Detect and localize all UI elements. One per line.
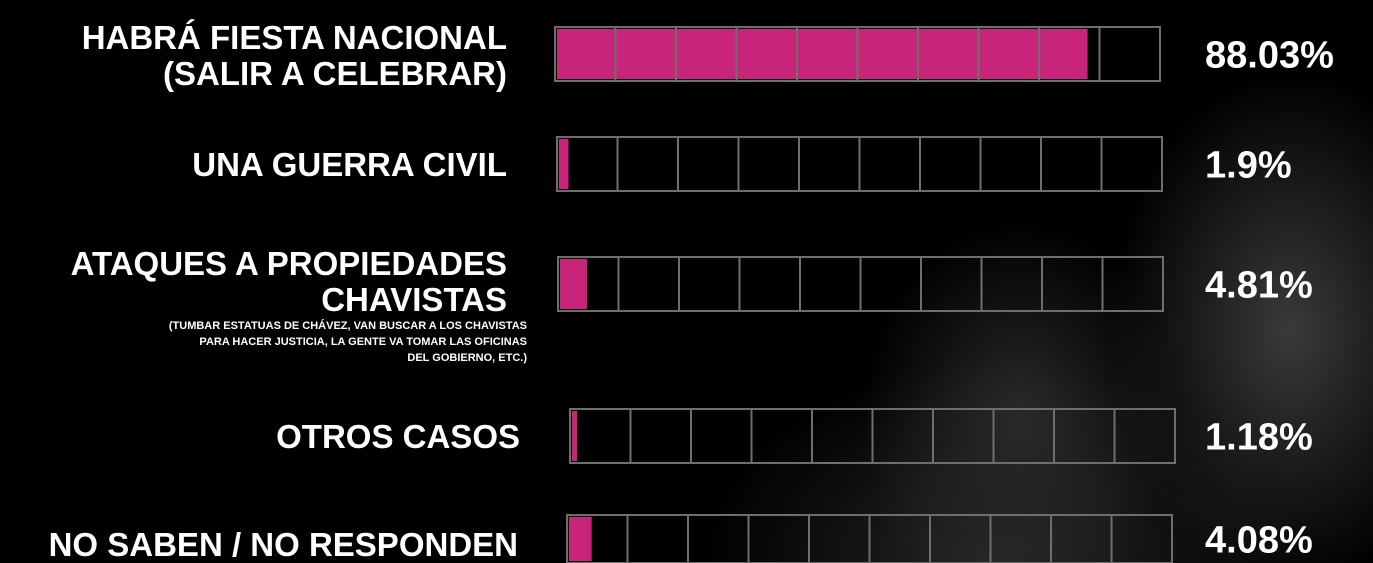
category-label: HABRÁ FIESTA NACIONAL (SALIR A CELEBRAR) [81,19,507,92]
category-label: OTROS CASOS [276,418,520,455]
category-label: ATAQUES A PROPIEDADES CHAVISTAS [70,245,507,318]
bar [572,411,578,461]
bar [560,259,588,309]
category-label: UNA GUERRA CIVIL [192,146,507,183]
value-label: 1.9% [1205,144,1292,187]
value-label: 1.18% [1205,416,1313,459]
category-label: NO SABEN / NO RESPONDEN [48,526,518,563]
bar [569,517,592,561]
value-label: 4.81% [1205,264,1313,307]
bar [557,29,1088,79]
annotation: (TUMBAR ESTATUAS DE CHÁVEZ, VAN BUSCAR A… [168,320,527,364]
value-label: 4.08% [1205,519,1313,562]
value-label: 88.03% [1205,34,1334,77]
bar [559,139,569,189]
